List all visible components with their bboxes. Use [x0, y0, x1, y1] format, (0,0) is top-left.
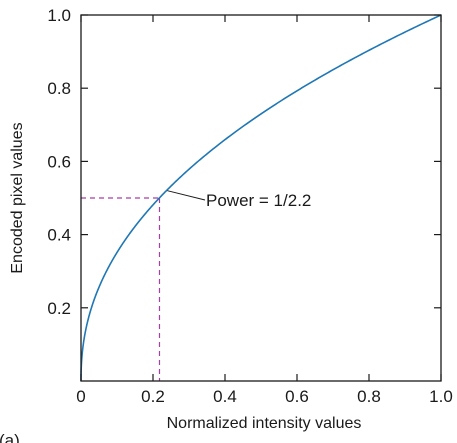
y-tick-label: 1.0 [47, 6, 71, 25]
panel-label: (a) [0, 431, 20, 443]
annotation-label: Power = 1/2.2 [206, 191, 311, 210]
x-tick-label: 0.2 [141, 387, 165, 406]
x-tick-label: 0.4 [213, 387, 237, 406]
y-tick-label: 0.2 [47, 299, 71, 318]
plot-frame [80, 14, 442, 382]
y-axis-title: Encoded pixel values [9, 122, 26, 273]
x-tick-label: 1.0 [429, 387, 453, 406]
annotation-leader-line [167, 190, 206, 201]
y-tick-label: 0.6 [47, 152, 71, 171]
y-axis-ticks: 0.2 0.4 0.6 0.8 1.0 [47, 6, 441, 318]
x-axis-title: Normalized intensity values [167, 415, 362, 432]
y-tick-label: 0.8 [47, 79, 71, 98]
y-tick-label: 0.4 [47, 226, 71, 245]
x-tick-label: 0 [76, 387, 85, 406]
x-axis-ticks: 0 0.2 0.4 0.6 0.8 1.0 [76, 15, 453, 406]
x-tick-label: 0.8 [357, 387, 381, 406]
gamma-curve [80, 14, 442, 381]
x-tick-label: 0.6 [285, 387, 309, 406]
reference-lines [81, 197, 161, 381]
